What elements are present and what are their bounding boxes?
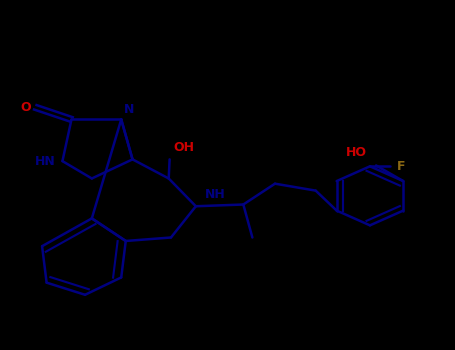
Text: HO: HO [346,146,367,159]
Text: HN: HN [35,155,56,168]
Text: NH: NH [205,188,226,201]
Text: N: N [123,103,134,116]
Text: O: O [20,101,31,114]
Text: OH: OH [173,141,194,154]
Text: F: F [397,160,405,173]
